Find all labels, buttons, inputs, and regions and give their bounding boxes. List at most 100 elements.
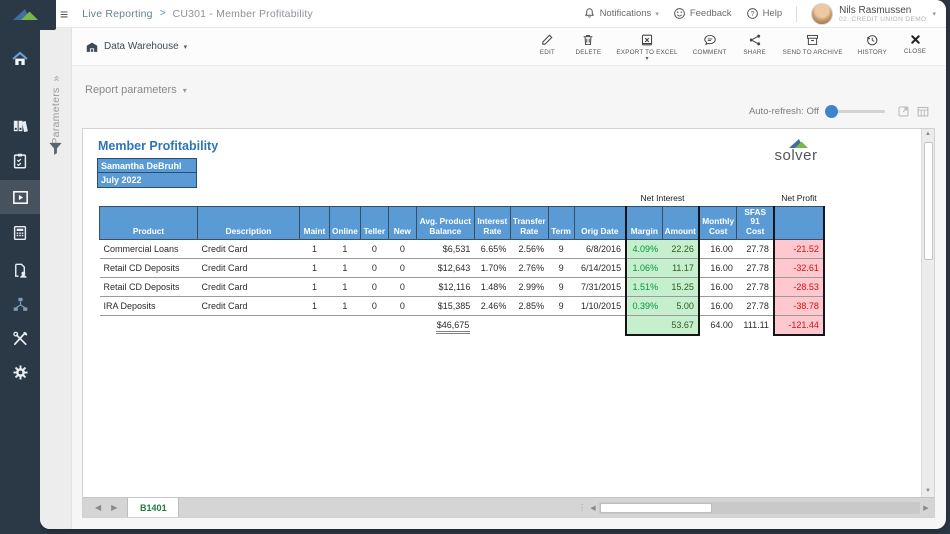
scroll-right-button[interactable]: ▶ xyxy=(923,504,929,512)
help-label: Help xyxy=(762,8,783,19)
table-row: IRA Deposits Credit Card 1 1 0 0 $15,385 2.46% 2… xyxy=(99,296,825,317)
table-cell: 9 xyxy=(548,296,575,317)
calculator-icon xyxy=(11,224,29,242)
notifications-menu[interactable]: Notifications ▾ xyxy=(583,7,659,20)
table-total-cell: 111.11 xyxy=(736,315,774,335)
data-source-picker[interactable]: Data Warehouse ▾ xyxy=(85,40,187,54)
vertical-scroll-thumb[interactable] xyxy=(923,142,933,260)
avatar xyxy=(811,2,834,25)
toolbar-action-edit[interactable]: Edit xyxy=(534,33,560,56)
horizontal-scroll-thumb[interactable] xyxy=(600,502,712,513)
parameters-collapsed-panel[interactable]: Parameters» xyxy=(40,28,72,529)
toolbar-action-label: History xyxy=(857,48,887,56)
breadcrumb-root[interactable]: Live Reporting xyxy=(82,7,153,20)
table-cell: 6/14/2015 xyxy=(574,258,627,279)
solver-wordmark: solver xyxy=(774,147,818,164)
feedback-button[interactable]: Feedback xyxy=(673,7,732,20)
table-cell: 1/10/2015 xyxy=(574,296,627,317)
table-header-cell: Teller xyxy=(359,205,389,241)
share-icon xyxy=(748,33,762,47)
sidebar-item-library[interactable] xyxy=(0,108,40,142)
sidebar-item-data-entry[interactable] xyxy=(0,253,40,287)
table-cell: 0.39% xyxy=(625,296,663,317)
sidebar-item-admin-tools[interactable] xyxy=(0,321,40,355)
table-total-cell xyxy=(574,315,627,335)
sidebar-item-home[interactable] xyxy=(0,42,40,76)
trash-icon xyxy=(581,33,595,47)
toolbar-action-share[interactable]: Share xyxy=(742,33,768,56)
next-sheet-button[interactable]: ▶ xyxy=(111,503,118,512)
sidebar-item-settings[interactable] xyxy=(0,355,40,389)
history-icon xyxy=(865,33,879,47)
sidebar-item-budgeting[interactable] xyxy=(0,216,40,250)
table-cell: 27.78 xyxy=(736,296,774,317)
table-cell: Commercial Loans xyxy=(99,239,198,260)
table-total-cell xyxy=(388,315,417,335)
help-button[interactable]: ? Help xyxy=(746,7,783,20)
scroll-up-button[interactable]: ▲ xyxy=(925,131,931,137)
table-cell: $15,385 xyxy=(416,296,475,317)
table-cell: 16.00 xyxy=(698,277,737,298)
close-icon xyxy=(909,33,922,46)
toolbar-action-history[interactable]: History xyxy=(858,33,887,56)
report-parameters-toggle[interactable]: Report parameters ▾ xyxy=(85,84,187,96)
top-bar: ≡ Live Reporting > CU301 - Member Profit… xyxy=(40,0,946,28)
auto-refresh-slider[interactable] xyxy=(825,105,885,118)
slider-knob[interactable] xyxy=(825,105,838,118)
table-cell: 1 xyxy=(329,277,361,298)
comment-icon xyxy=(703,33,717,47)
user-menu[interactable]: Nils Rasmussen 02. Credit Union Demo ▾ xyxy=(811,2,936,25)
solver-triangle-icon xyxy=(789,139,808,148)
menu-icon[interactable]: ≡ xyxy=(60,5,69,22)
report-table-wrap: Net Interest Net Profit Product Description… xyxy=(99,191,825,336)
table-total-cell: -121.44 xyxy=(772,315,825,336)
tab-spacer xyxy=(179,498,577,517)
breadcrumb-page-title: CU301 - Member Profitability xyxy=(172,7,313,20)
expand-chevron-icon: » xyxy=(50,75,62,82)
horizontal-scroll-track[interactable] xyxy=(599,501,920,514)
table-total-cell xyxy=(548,315,575,335)
vertical-scrollbar[interactable]: ▲ ▼ xyxy=(921,129,934,497)
sidebar-item-live-reporting[interactable] xyxy=(0,180,40,214)
report-parameter-values: Samantha DeBruhl July 2022 xyxy=(97,158,197,188)
table-cell: 5.00 xyxy=(662,296,700,317)
table-cell: 1.06% xyxy=(625,258,663,279)
sidebar-item-integrations[interactable] xyxy=(0,287,40,321)
scroll-left-button[interactable]: ◀ xyxy=(590,504,596,512)
table-cell: 1 xyxy=(329,258,361,279)
toolbar-action-export-to-excel[interactable]: Export to Excel ▾ xyxy=(616,33,678,62)
table-cell: $12,643 xyxy=(416,258,475,279)
report-canvas: Member Profitability Samantha DeBruhl Jul… xyxy=(82,128,935,518)
document-person-icon xyxy=(11,261,30,280)
grid-view-icon[interactable] xyxy=(916,105,930,118)
scroll-down-button[interactable]: ▼ xyxy=(925,488,931,494)
sheet-tab[interactable]: B1401 xyxy=(127,498,180,517)
prev-sheet-button[interactable]: ◀ xyxy=(95,503,102,512)
app-logo[interactable] xyxy=(0,0,56,30)
toolbar-action-label: Export to Excel xyxy=(616,48,678,56)
sidebar-item-tasks[interactable] xyxy=(0,144,40,178)
filter-icon[interactable] xyxy=(47,140,64,161)
table-cell: 2.85% xyxy=(510,296,549,317)
toolbar-action-comment[interactable]: Comment xyxy=(693,33,727,56)
table-header-cell: Avg. Product Balance xyxy=(415,205,475,241)
table-cell: $12,116 xyxy=(416,277,475,298)
toolbar-action-delete[interactable]: Delete xyxy=(575,33,601,56)
table-cell: 15.25 xyxy=(662,277,700,298)
table-total-cell xyxy=(474,315,511,335)
toolbar-action-close[interactable]: Close xyxy=(902,33,928,55)
clipboard-check-icon xyxy=(11,152,29,170)
horizontal-scrollbar[interactable]: ◀ ▶ xyxy=(587,498,932,517)
tab-splitter-handle[interactable]: ⋮ xyxy=(578,503,586,512)
table-cell: -38.78 xyxy=(772,296,825,317)
auto-refresh-control: Auto-refresh: Off xyxy=(749,105,930,118)
table-cell: -21.52 xyxy=(772,239,825,260)
table-header-cell: Description xyxy=(197,205,300,241)
smiley-icon xyxy=(673,8,685,19)
expand-icon[interactable] xyxy=(897,105,910,118)
table-cell: 1 xyxy=(329,239,361,260)
home-icon xyxy=(10,49,30,69)
toolbar-action-send-to-archive[interactable]: Send to Archive xyxy=(783,33,843,56)
table-cell: Retail CD Deposits xyxy=(99,258,198,279)
table-total-cell xyxy=(360,315,389,335)
